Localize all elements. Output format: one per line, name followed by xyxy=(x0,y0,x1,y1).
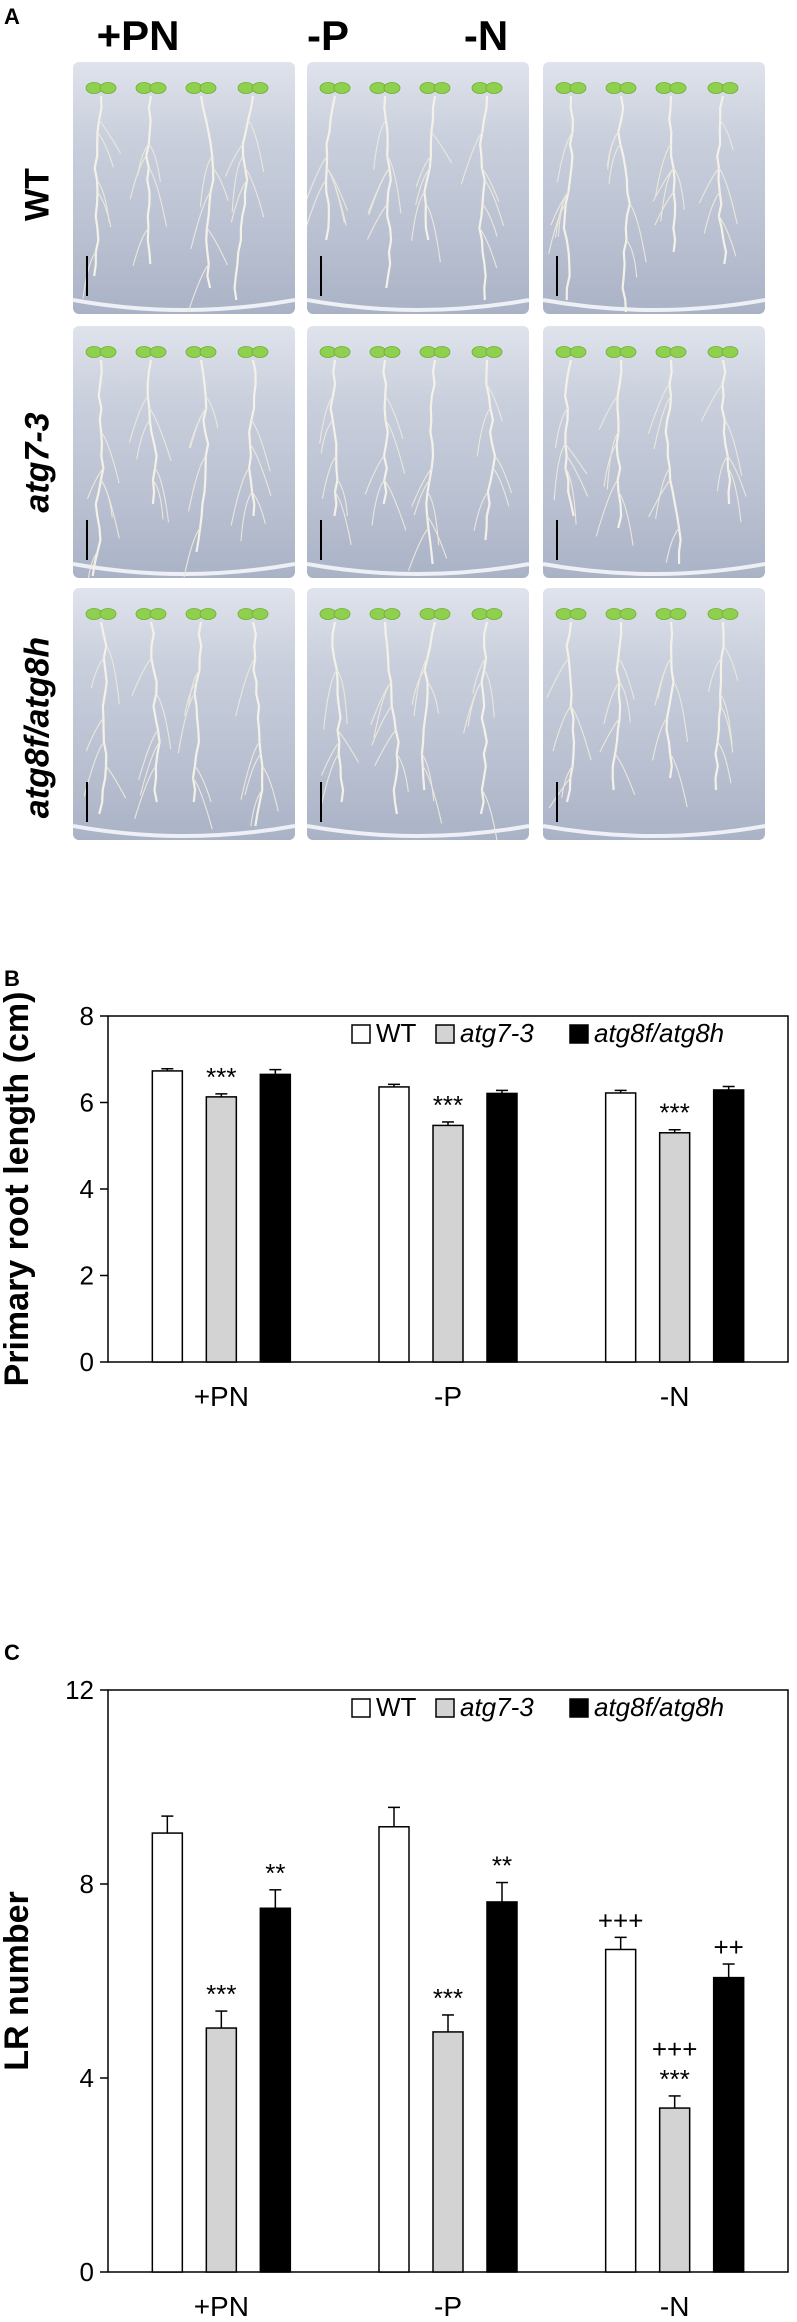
row-header-wt: WT xyxy=(18,168,57,221)
plate-photo-atg8f-atg8h-p xyxy=(307,588,529,840)
plate-photo-wt-p xyxy=(307,62,529,314)
panel-b-x-tick-label: -P xyxy=(434,1381,462,1412)
panel-b-bar xyxy=(604,1092,637,1363)
panel-c-legend-swatch xyxy=(435,1698,455,1718)
panel-c-y-tick-label: 0 xyxy=(80,2257,94,2287)
row-header-atg7-3: atg7-3 xyxy=(18,412,57,513)
panel-b-y-tick-label: 6 xyxy=(80,1088,94,1118)
panel-c-y-tick-label: 12 xyxy=(65,1675,94,1705)
panel-c-y-tick-label: 4 xyxy=(80,2063,94,2093)
panel-b-bar xyxy=(712,1089,745,1363)
panel-a-letter: A xyxy=(4,4,20,29)
row-header-atg8f-atg8h: atg8f/atg8h xyxy=(18,636,57,819)
panel-c-significance-label: *** xyxy=(659,2064,689,2094)
plate-photo-atg7-3-n xyxy=(543,326,765,578)
panel-c-bar xyxy=(259,1907,292,2273)
panel-c-y-tick-label: 8 xyxy=(80,1869,94,1899)
panel-c-bar xyxy=(205,2027,238,2273)
panel-b-bar xyxy=(259,1073,292,1363)
panel-b-bar xyxy=(658,1132,691,1363)
panel-b-legend-label: atg7-3 xyxy=(460,1018,534,1048)
panel-b-legend-swatch xyxy=(569,1024,589,1044)
panel-b-significance-label: *** xyxy=(659,1098,689,1128)
panel-b-y-tick-label: 2 xyxy=(80,1261,94,1291)
panel-c-significance-label: ** xyxy=(265,1858,285,1888)
panel-c-x-tick-label: +PN xyxy=(194,2291,249,2322)
panel-c-legend-swatch xyxy=(569,1698,589,1718)
plate-photo-atg7-3-pn xyxy=(73,326,295,578)
panel-b-bar xyxy=(378,1086,410,1363)
panel-b-significance-label: *** xyxy=(206,1062,236,1092)
panel-b-legend-swatch xyxy=(351,1024,371,1044)
panel-c-y-axis-title: LR number xyxy=(0,1891,36,2070)
panel-c-bar xyxy=(658,2107,691,2273)
panel-c-significance-label: *** xyxy=(433,1983,463,2013)
plate-photo-wt-n xyxy=(543,62,765,314)
panel-c-bar xyxy=(712,1976,745,2273)
panel-c-legend-label: WT xyxy=(376,1692,417,1722)
panel-c-letter: C xyxy=(4,1640,20,1665)
panel-b-letter: B xyxy=(4,966,20,991)
panel-c-bar xyxy=(604,1948,637,2273)
panel-c-bar xyxy=(486,1901,518,2273)
panel-b-y-tick-label: 0 xyxy=(80,1347,94,1377)
panel-b-y-tick-label: 4 xyxy=(80,1174,94,1204)
panel-c-legend-label: atg7-3 xyxy=(460,1692,534,1722)
column-header-p: -P xyxy=(307,12,349,59)
plate-photo-wt-pn xyxy=(73,62,295,314)
panel-b-significance-label: *** xyxy=(433,1090,463,1120)
panel-b-bar xyxy=(432,1124,464,1363)
column-header-n: -N xyxy=(463,12,509,59)
panel-c-x-tick-label: -N xyxy=(660,2291,690,2322)
panel-c-x-tick-label: -P xyxy=(434,2291,462,2322)
panel-b-x-tick-label: +PN xyxy=(194,1381,249,1412)
plate-photo-atg7-3-p xyxy=(307,326,529,578)
panel-c-bar xyxy=(432,2031,464,2273)
panel-b-y-axis-title: Primary root length (cm) xyxy=(0,992,36,1387)
panel-c-significance-label: +++ xyxy=(598,1905,644,1935)
panel-c-significance-label: ++ xyxy=(713,1932,743,1962)
panel-b-y-tick-label: 8 xyxy=(80,1001,94,1031)
panel-b-x-tick-label: -N xyxy=(660,1381,690,1412)
column-header-pn: +PN xyxy=(96,12,180,59)
panel-c-legend-swatch xyxy=(351,1698,371,1718)
panel-c-bar xyxy=(151,1832,184,2273)
panel-b-legend-swatch xyxy=(435,1024,455,1044)
panel-b-bar xyxy=(151,1070,184,1363)
panel-b-legend-label: atg8f/atg8h xyxy=(594,1018,724,1048)
panel-c-significance-label: *** xyxy=(206,1979,236,2009)
panel-b-bar xyxy=(205,1096,238,1363)
panel-b-bar xyxy=(486,1092,518,1363)
panel-c-bar xyxy=(378,1826,410,2273)
primary-root-length-chart: 0 2 4 6 8 Primary root length (cm) +PN *** -P ***… xyxy=(0,992,789,1412)
panel-c-significance-label: ** xyxy=(492,1851,512,1881)
plate-photo-atg8f-atg8h-n xyxy=(543,588,765,840)
panel-b-legend-label: WT xyxy=(376,1018,417,1048)
panel-c-significance-label: +++ xyxy=(652,2034,698,2064)
panel-c-legend-label: atg8f/atg8h xyxy=(594,1692,724,1722)
plate-photo-atg8f-atg8h-pn xyxy=(73,588,295,840)
